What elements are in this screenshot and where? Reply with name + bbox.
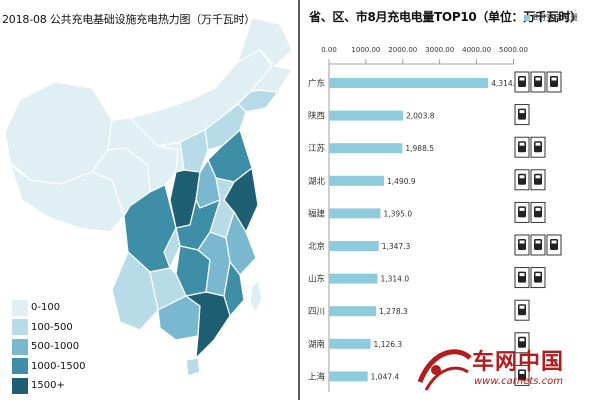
legend-swatch xyxy=(12,377,28,394)
map-legend: 0-100 100-500 500-1000 1000-1500 1500+ xyxy=(12,298,86,396)
bar-江苏 xyxy=(329,143,403,154)
bar-湖北 xyxy=(329,175,385,186)
bar-湖南 xyxy=(329,338,371,349)
china-heatmap xyxy=(4,17,293,377)
legend-label: 1000-1500 xyxy=(31,360,86,372)
bar-北京 xyxy=(329,241,379,251)
legend-label: 1500+ xyxy=(31,380,65,392)
bar-chart-legend: 8月充电电量 xyxy=(524,12,578,23)
legend-swatch xyxy=(12,319,28,336)
charging-station-icon xyxy=(514,71,530,93)
charging-station-icon xyxy=(514,299,530,321)
legend-swatch xyxy=(12,358,28,375)
bar-上海 xyxy=(329,371,368,382)
region-fujian xyxy=(223,260,245,318)
data-label: 2,003.8 xyxy=(406,112,435,121)
bar-山东 xyxy=(329,273,378,284)
legend-item: 1000-1500 xyxy=(12,357,86,377)
y-category-label: 陕西 xyxy=(308,111,325,122)
charging-station-icon xyxy=(514,104,530,126)
x-tick-label: 4000.00 xyxy=(462,46,491,54)
bar-陕西 xyxy=(329,110,403,121)
legend-label: 0-100 xyxy=(31,302,61,314)
data-label: 1,047.4 xyxy=(371,372,400,381)
bar-四川 xyxy=(329,306,377,317)
charging-station-icon xyxy=(514,201,530,223)
region-shapes xyxy=(4,17,293,377)
legend-swatch xyxy=(12,299,28,316)
x-tick-label: 5000.00 xyxy=(499,46,528,54)
data-label: 1,347.3 xyxy=(382,242,411,251)
y-category-label: 四川 xyxy=(308,307,325,317)
charging-station-icon xyxy=(514,136,530,158)
x-tick-label: 0.00 xyxy=(321,46,337,54)
legend-label: 8月充电电量 xyxy=(533,13,579,22)
panel-divider xyxy=(298,0,300,400)
legend-label: 100-500 xyxy=(31,321,73,333)
charging-station-icon xyxy=(514,364,530,386)
watermark-logo-icon xyxy=(417,349,472,391)
charging-station-icon xyxy=(530,201,546,223)
watermark-text: 车网中国 xyxy=(472,350,565,375)
charging-station-icon xyxy=(546,234,562,256)
legend-item: 0-100 xyxy=(12,298,86,318)
data-label: 1,490.9 xyxy=(387,177,416,186)
data-label: 1,126.3 xyxy=(374,340,403,349)
legend-swatch xyxy=(12,338,28,355)
bar-福建 xyxy=(329,208,381,219)
legend-swatch xyxy=(524,14,530,21)
charging-station-icon xyxy=(530,71,546,93)
region-guangdong xyxy=(184,291,231,360)
watermark: 车网中国 www.carnets.com xyxy=(412,340,563,400)
region-hainan xyxy=(185,357,201,377)
bar-chart-panel: 省、区、市8月充电电量TOP10（单位：万千瓦时） 8月充电电量 0.00 100… xyxy=(300,0,600,400)
data-label: 1,395.0 xyxy=(383,209,412,218)
x-tick-label: 3000.00 xyxy=(425,46,454,54)
legend-item: 100-500 xyxy=(12,318,86,338)
y-category-label: 上海 xyxy=(308,371,326,382)
charging-station-icon xyxy=(514,267,530,289)
x-tick-label: 2000.00 xyxy=(388,46,417,54)
y-category-label: 广东 xyxy=(308,78,325,89)
legend-label: 500-1000 xyxy=(31,341,80,353)
charging-station-icon xyxy=(514,169,530,191)
y-category-label: 湖南 xyxy=(308,339,325,350)
charging-station-icon xyxy=(530,234,546,256)
charging-station-icon xyxy=(530,169,546,191)
map-panel: 2018-08 公共充电基础设施充电热力图（万千瓦时） 0-100 100-500… xyxy=(0,0,297,400)
y-category-label: 山东 xyxy=(308,274,325,285)
y-category-label: 江苏 xyxy=(308,143,326,154)
y-category-label: 湖北 xyxy=(308,177,326,187)
charging-station-icon xyxy=(546,71,562,93)
charging-station-icon xyxy=(514,234,530,256)
region-taiwan xyxy=(249,278,263,314)
legend-item: 1500+ xyxy=(12,376,86,396)
x-tick-label: 1000.00 xyxy=(351,46,380,54)
data-label: 1,988.5 xyxy=(405,144,434,153)
bar-chart: 0.00 1000.00 2000.00 3000.00 4000.00 5000.00 广… xyxy=(308,46,562,392)
data-label: 4,314.8 xyxy=(491,79,520,88)
bar-广东 xyxy=(329,78,489,88)
y-category-label: 北京 xyxy=(308,241,325,252)
data-label: 1,278.3 xyxy=(379,307,408,316)
charging-station-icon xyxy=(530,267,546,289)
charging-station-icon xyxy=(514,332,530,354)
charging-station-icon xyxy=(530,136,546,158)
y-category-label: 福建 xyxy=(308,208,326,219)
region-beijing-hebei xyxy=(204,103,247,151)
legend-item: 500-1000 xyxy=(12,337,86,357)
watermark-url: www.carnets.com xyxy=(474,376,563,387)
bar-chart-title: 省、区、市8月充电电量TOP10（单位：万千瓦时） xyxy=(309,10,582,24)
data-label: 1,314.0 xyxy=(380,275,409,284)
map-title: 2018-08 公共充电基础设施充电热力图（万千瓦时） xyxy=(2,13,256,26)
